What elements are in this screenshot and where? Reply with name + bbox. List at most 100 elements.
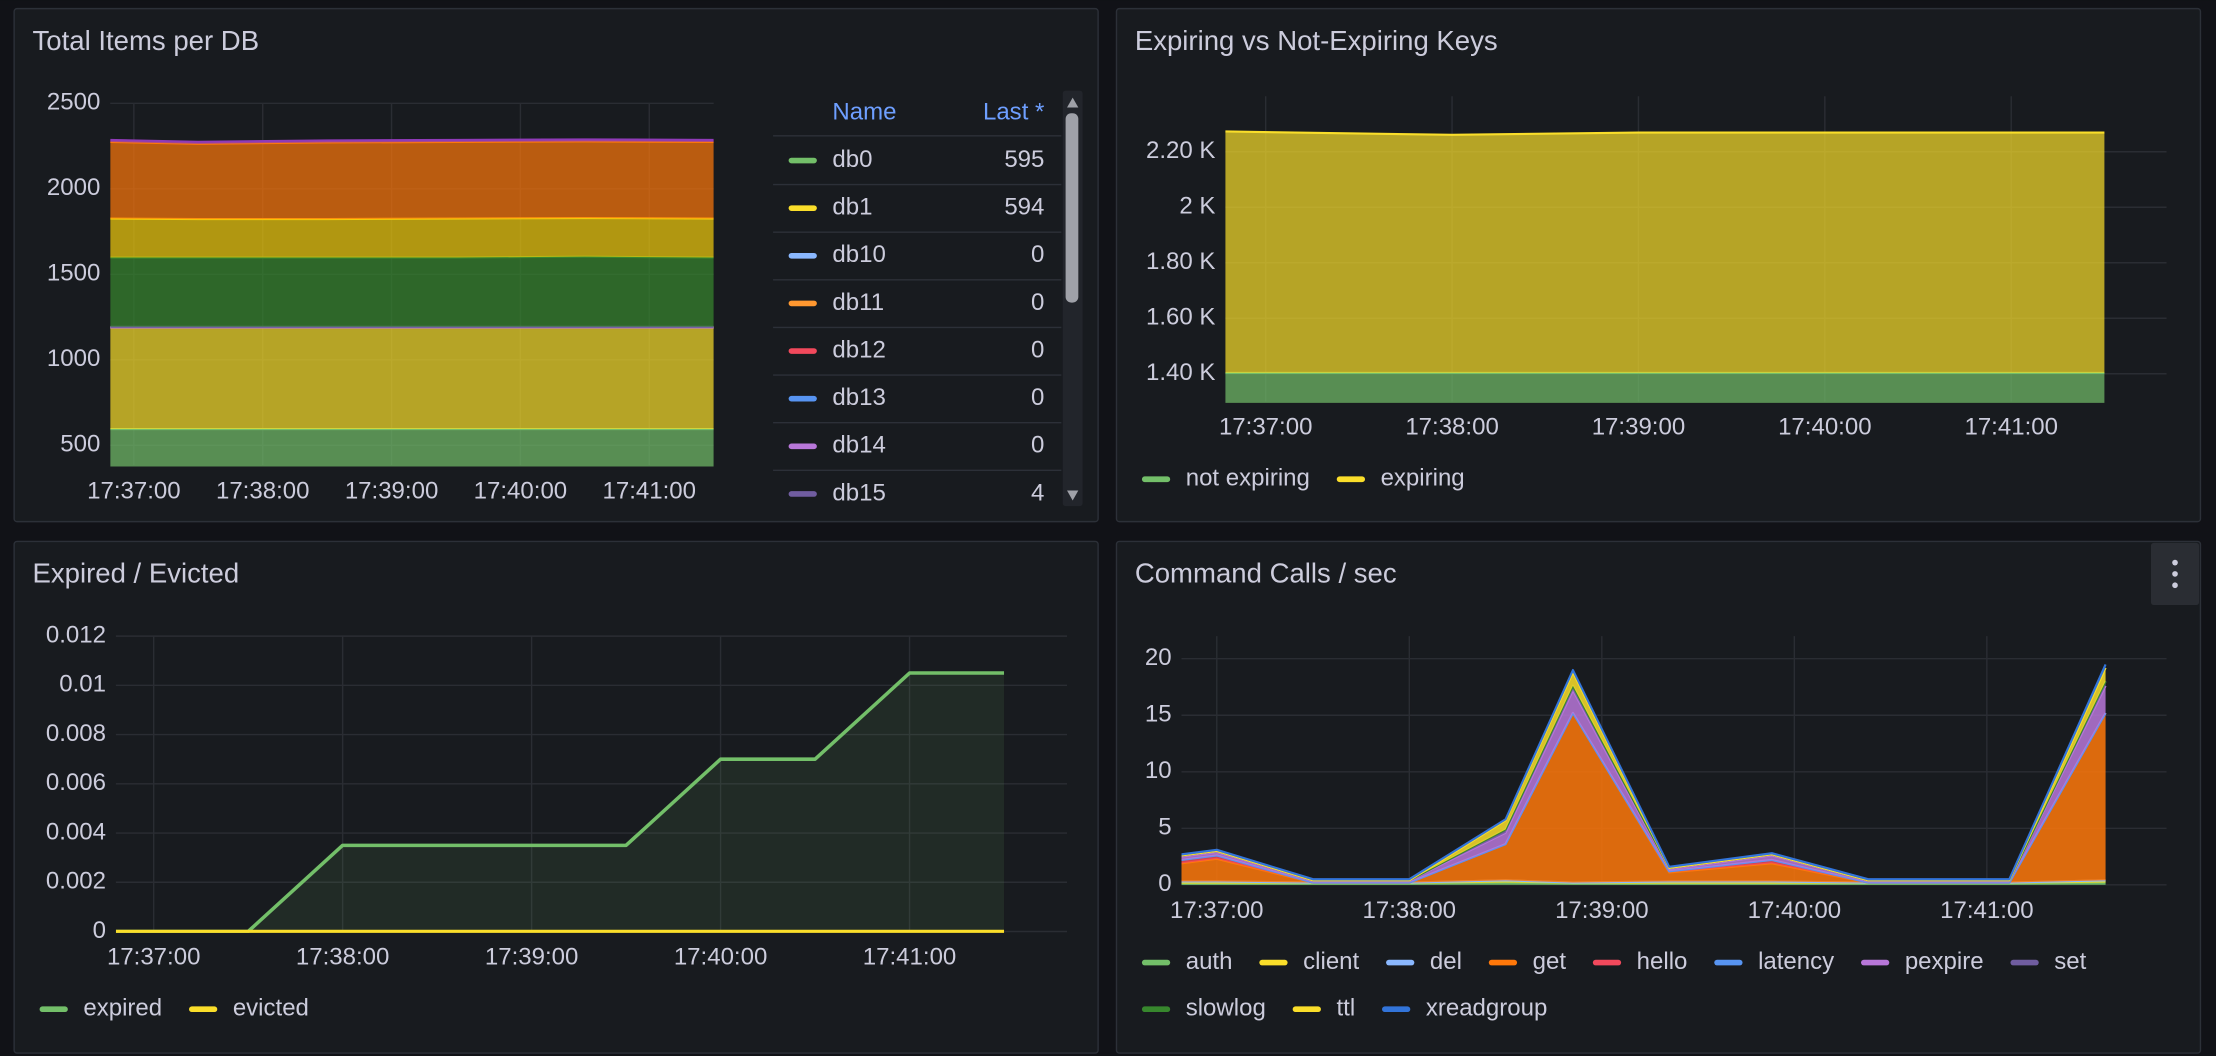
- series-line: [110, 138, 714, 143]
- series-line: [1181, 663, 2107, 881]
- y-tick-label: 10: [1145, 757, 1172, 784]
- y-tick-label: 0.006: [46, 769, 106, 796]
- legend-last-value: 0: [1031, 241, 1044, 268]
- x-tick-label: 17:41:00: [1940, 897, 2033, 924]
- legend-label: get: [1533, 948, 1567, 975]
- x-tick-label: 17:41:00: [603, 477, 696, 504]
- area-fill: [110, 141, 714, 220]
- x-tick-label: 17:38:00: [1363, 897, 1456, 924]
- y-tick-label: 500: [60, 431, 100, 458]
- y-tick-label: 1000: [47, 345, 100, 372]
- panel-title: Expiring vs Not-Expiring Keys: [1135, 25, 1498, 56]
- menu-dot: [2172, 559, 2178, 566]
- legend-scrollbar[interactable]: [1062, 90, 1083, 507]
- legend-label: expiring: [1381, 465, 1465, 492]
- x-tick-label: 17:40:00: [1748, 897, 1841, 924]
- x-tick-label: 17:39:00: [485, 944, 578, 971]
- y-tick-label: 0: [93, 917, 106, 944]
- legend-label: auth: [1186, 948, 1233, 975]
- legend-label: del: [1430, 948, 1462, 975]
- y-tick-label: 2000: [47, 174, 100, 201]
- x-tick-label: 17:38:00: [216, 477, 309, 504]
- series-line: [1225, 130, 2105, 136]
- legend-last-value: 594: [1004, 194, 1044, 221]
- y-tick-label: 0.002: [46, 868, 106, 895]
- legend-label: xreadgroup: [1426, 995, 1547, 1022]
- legend-last-value: 0: [1031, 289, 1044, 316]
- y-tick-label: 0.004: [46, 818, 106, 845]
- menu-dot: [2172, 571, 2178, 577]
- legend-header: Name: [832, 99, 896, 126]
- legend-label: pexpire: [1905, 948, 1984, 975]
- x-tick-label: 17:37:00: [1170, 897, 1263, 924]
- area-fill: [110, 327, 714, 430]
- legend-label: slowlog: [1186, 995, 1266, 1022]
- y-tick-label: 2500: [47, 89, 100, 116]
- plot-area: [1181, 663, 2107, 885]
- legend-label: latency: [1758, 948, 1834, 975]
- x-tick-label: 17:40:00: [474, 477, 567, 504]
- legend-last-value: 0: [1031, 432, 1044, 459]
- legend-label: db14: [832, 432, 885, 459]
- legend-label: evicted: [233, 995, 309, 1022]
- y-tick-label: 0.01: [59, 671, 106, 698]
- panels: Total Items per DB500100015002000250017:…: [13, 7, 2202, 1054]
- plot-area: [115, 671, 1005, 933]
- legend-last-value: 0: [1031, 384, 1044, 411]
- legend-label: db12: [832, 336, 885, 363]
- area-fill: [110, 218, 714, 258]
- x-tick-label: 17:39:00: [1592, 414, 1685, 441]
- y-tick-label: 0.008: [46, 720, 106, 747]
- y-tick-label: 2.20 K: [1146, 137, 1215, 164]
- x-tick-label: 17:38:00: [1405, 414, 1498, 441]
- x-tick-label: 17:41:00: [863, 944, 956, 971]
- panel: [13, 540, 1099, 1054]
- y-tick-label: 20: [1145, 644, 1172, 671]
- panel-title: Expired / Evicted: [33, 558, 240, 589]
- area-fill: [110, 429, 714, 467]
- legend-last-value: 4: [1031, 479, 1044, 506]
- x-tick-label: 17:40:00: [674, 944, 767, 971]
- y-tick-label: 1500: [47, 260, 100, 287]
- x-tick-label: 17:39:00: [1555, 897, 1648, 924]
- panel-title: Total Items per DB: [33, 25, 260, 56]
- area-fill: [1181, 712, 2106, 883]
- panel-menu-button[interactable]: [2150, 542, 2200, 606]
- legend-label: expired: [83, 995, 162, 1022]
- menu-dot: [2172, 582, 2178, 589]
- x-tick-label: 17:37:00: [87, 477, 180, 504]
- legend-label: client: [1303, 948, 1359, 975]
- x-tick-label: 17:37:00: [107, 944, 200, 971]
- legend-label: not expiring: [1186, 465, 1310, 492]
- y-tick-label: 5: [1158, 814, 1171, 841]
- legend-label: db11: [832, 289, 884, 316]
- legend-label: hello: [1637, 948, 1688, 975]
- legend-label: db10: [832, 241, 885, 268]
- scroll-down[interactable]: [1067, 490, 1079, 501]
- scroll-up[interactable]: [1067, 97, 1079, 108]
- legend-label: ttl: [1336, 995, 1355, 1022]
- panel: [1115, 540, 2202, 1054]
- legend-label: db13: [832, 384, 885, 411]
- area-fill: [1225, 372, 2105, 403]
- y-tick-label: 2 K: [1179, 193, 1215, 220]
- legend-label: set: [2054, 948, 2086, 975]
- legend-last-value: 595: [1004, 146, 1044, 173]
- legend-header: Last *: [983, 99, 1044, 126]
- area-fill: [1225, 131, 2105, 373]
- y-tick-label: 1.60 K: [1146, 304, 1215, 331]
- legend-last-value: 0: [1031, 336, 1044, 363]
- x-tick-label: 17:39:00: [345, 477, 438, 504]
- area-fill: [110, 256, 714, 327]
- y-tick-label: 0.012: [46, 621, 106, 648]
- legend-label: db15: [832, 479, 885, 506]
- plot-area: [1225, 130, 2105, 403]
- plot-area: [110, 138, 714, 467]
- y-tick-label: 1.80 K: [1146, 248, 1215, 275]
- y-tick-label: 0: [1158, 870, 1171, 897]
- x-tick-label: 17:41:00: [1964, 414, 2057, 441]
- y-tick-label: 15: [1145, 701, 1172, 728]
- scroll-thumb[interactable]: [1065, 113, 1079, 303]
- x-tick-label: 17:38:00: [296, 944, 389, 971]
